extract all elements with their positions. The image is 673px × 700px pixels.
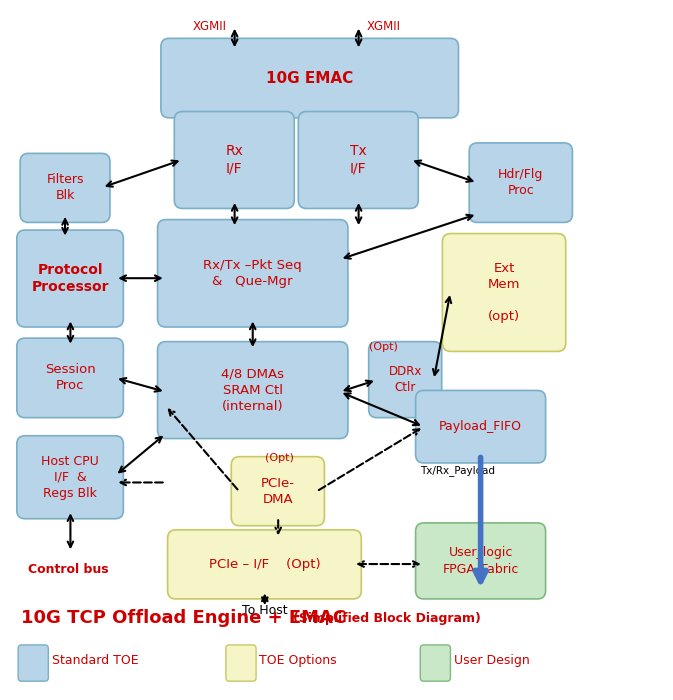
Text: TOE Options: TOE Options <box>259 654 337 667</box>
Text: Hdr/Flg
Proc: Hdr/Flg Proc <box>498 168 544 197</box>
FancyBboxPatch shape <box>298 111 418 209</box>
Text: Standard TOE: Standard TOE <box>52 654 138 667</box>
FancyBboxPatch shape <box>416 523 546 599</box>
Text: Rx/Tx –Pkt Seq
&   Que-Mgr: Rx/Tx –Pkt Seq & Que-Mgr <box>203 259 302 288</box>
FancyBboxPatch shape <box>161 38 458 118</box>
FancyBboxPatch shape <box>17 338 123 418</box>
FancyBboxPatch shape <box>168 530 361 599</box>
Text: 10G EMAC: 10G EMAC <box>266 71 353 85</box>
Text: Rx
I/F: Rx I/F <box>225 144 243 176</box>
Text: Session
Proc: Session Proc <box>44 363 96 393</box>
Text: XGMII: XGMII <box>366 20 400 33</box>
Text: 4/8 DMAs
SRAM Ctl
(internal): 4/8 DMAs SRAM Ctl (internal) <box>221 368 284 412</box>
Text: Filters
Blk: Filters Blk <box>46 174 84 202</box>
Text: Ext
Mem

(opt): Ext Mem (opt) <box>488 262 520 323</box>
Text: Tx/Rx_Payload: Tx/Rx_Payload <box>420 465 495 476</box>
Text: (Simplified Block Diagram): (Simplified Block Diagram) <box>293 612 481 625</box>
FancyBboxPatch shape <box>18 645 48 681</box>
Text: PCIe-
DMA: PCIe- DMA <box>261 477 295 505</box>
Text: User Design: User Design <box>454 654 530 667</box>
FancyBboxPatch shape <box>442 234 566 351</box>
Text: User_logic
FPGA_Fabric: User_logic FPGA_Fabric <box>442 547 519 575</box>
Text: PCIe – I/F    (Opt): PCIe – I/F (Opt) <box>209 558 320 571</box>
FancyBboxPatch shape <box>420 645 450 681</box>
FancyBboxPatch shape <box>369 342 441 418</box>
FancyBboxPatch shape <box>232 456 324 526</box>
FancyBboxPatch shape <box>469 143 573 223</box>
Text: Control bus: Control bus <box>28 563 109 575</box>
Text: XGMII: XGMII <box>192 20 226 33</box>
FancyBboxPatch shape <box>20 153 110 223</box>
FancyBboxPatch shape <box>17 436 123 519</box>
Text: 10G TCP Offload Engine + EMAC: 10G TCP Offload Engine + EMAC <box>22 610 347 627</box>
Text: Host CPU
I/F  &
Regs Blk: Host CPU I/F & Regs Blk <box>41 455 99 500</box>
Text: DDRx
Ctlr: DDRx Ctlr <box>388 365 422 394</box>
FancyBboxPatch shape <box>226 645 256 681</box>
Text: To Host: To Host <box>242 605 287 617</box>
FancyBboxPatch shape <box>416 391 546 463</box>
FancyBboxPatch shape <box>17 230 123 327</box>
FancyBboxPatch shape <box>174 111 294 209</box>
FancyBboxPatch shape <box>157 342 348 438</box>
Text: Payload_FIFO: Payload_FIFO <box>439 420 522 433</box>
FancyBboxPatch shape <box>157 220 348 327</box>
Text: (Opt): (Opt) <box>369 342 398 351</box>
Text: (Opt): (Opt) <box>265 453 294 463</box>
Text: Tx
I/F: Tx I/F <box>350 144 367 176</box>
Text: Protocol
Processor: Protocol Processor <box>32 263 109 294</box>
